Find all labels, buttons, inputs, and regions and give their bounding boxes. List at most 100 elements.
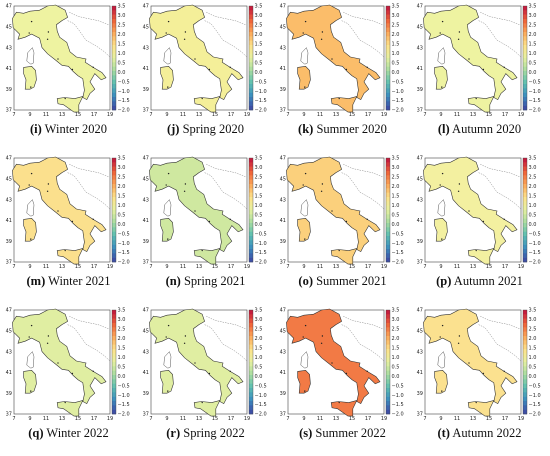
colorbar-tick-label: −0.5 (118, 231, 130, 237)
colorbar-tick-label: −1.5 (392, 402, 404, 408)
colorbar-segment (249, 62, 253, 67)
colorbar-segment (112, 375, 116, 380)
panel-caption: (o) Summer 2021 (274, 274, 411, 289)
city-marker (229, 66, 231, 69)
x-tick-label: 15 (212, 416, 218, 422)
colorbar-tick-label: 2.0 (255, 336, 263, 342)
colorbar-segment (386, 62, 390, 67)
colorbar-segment (386, 201, 390, 206)
colorbar-segment (386, 318, 390, 324)
panel-label: (o) (298, 274, 313, 288)
colorbar-tick-label: 3.5 (118, 156, 126, 162)
y-tick-label: 41 (6, 66, 12, 72)
colorbar-tick-label: −1.0 (118, 393, 130, 399)
colorbar-segment (523, 58, 527, 63)
city-marker (458, 183, 461, 185)
map-plot: 7 9 11 13 15 17 19 47 45 43 41 39 37 3.5 3.0 2.5 2.0 1.5 1… (280, 156, 404, 270)
city-marker (64, 97, 66, 100)
colorbar-tick-label: 2.0 (392, 184, 400, 190)
colorbar-tick-label: 2.0 (529, 336, 537, 342)
colorbar-tick-label: 2.0 (392, 336, 400, 342)
colorbar-segment (386, 162, 390, 167)
colorbar-segment (112, 231, 116, 237)
colorbar-segment (249, 192, 253, 198)
colorbar-segment (249, 188, 253, 193)
border-line (67, 20, 111, 58)
colorbar-segment (523, 244, 527, 250)
colorbar-segment (523, 383, 527, 389)
colorbar-tick-label: −1.5 (255, 402, 267, 408)
x-tick-label: 11 (180, 112, 186, 118)
italy-mainland-region (423, 156, 518, 253)
colorbar-segment (112, 36, 116, 41)
colorbar-tick-label: 3.5 (255, 308, 263, 314)
x-tick-label: 19 (107, 416, 113, 422)
city-marker (208, 372, 211, 375)
city-marker (302, 336, 304, 338)
colorbar-tick-label: 1.0 (118, 355, 126, 361)
colorbar-segment (386, 249, 390, 254)
italy-mainland-region (286, 308, 381, 405)
city-marker (167, 172, 170, 175)
colorbar-segment (249, 175, 253, 180)
x-tick-label: 15 (349, 264, 355, 270)
colorbar-tick-label: 2.5 (529, 327, 537, 333)
colorbar-segment (249, 45, 253, 50)
corsica-outline (26, 47, 35, 65)
colorbar-segment (386, 53, 390, 59)
colorbar-tick-label: −0.5 (392, 231, 404, 237)
colorbar-segment (386, 349, 390, 354)
colorbar-segment (386, 105, 390, 111)
colorbar-tick-label: −1.0 (118, 241, 130, 247)
colorbar-segment (112, 6, 116, 11)
corsica-outline (26, 351, 35, 369)
colorbar-segment (386, 388, 390, 393)
colorbar-segment (249, 318, 253, 324)
colorbar-segment (523, 205, 527, 211)
border-line (480, 315, 520, 329)
colorbar-tick-label: 3.5 (529, 156, 537, 162)
colorbar-segment (249, 405, 253, 410)
colorbar-segment (386, 58, 390, 63)
colorbar-segment (249, 340, 253, 345)
city-marker (46, 342, 49, 344)
colorbar-tick-label: 3.0 (118, 13, 126, 19)
colorbar-segment (523, 353, 527, 358)
colorbar-segment (249, 27, 253, 33)
border-line (343, 163, 383, 177)
city-marker (28, 184, 30, 186)
colorbar-tick-label: 1.0 (529, 203, 537, 209)
y-tick-label: 47 (417, 308, 423, 314)
city-marker (468, 362, 470, 364)
panel-label: (s) (299, 426, 313, 440)
colorbar-segment (112, 327, 116, 332)
colorbar-segment (112, 314, 116, 319)
colorbar-segment (523, 396, 527, 402)
city-marker (331, 362, 333, 364)
sicily-region (330, 400, 358, 417)
colorbar-segment (386, 49, 390, 54)
city-marker (320, 190, 323, 192)
colorbar-tick-label: −1.5 (118, 402, 130, 408)
sicily-region (56, 248, 84, 265)
colorbar-segment (386, 175, 390, 180)
y-tick-label: 41 (280, 370, 286, 376)
colorbar-segment (249, 357, 253, 363)
colorbar-segment (386, 184, 390, 189)
colorbar-frame (385, 5, 391, 111)
city-marker (167, 238, 169, 240)
colorbar-segment (523, 257, 527, 263)
x-tick-label: 9 (302, 112, 305, 118)
colorbar-tick-label: 0.5 (255, 60, 263, 66)
colorbar-segment (386, 101, 390, 106)
y-tick-label: 43 (280, 349, 286, 355)
city-marker (457, 38, 460, 40)
colorbar-tick-label: 0.5 (255, 212, 263, 218)
colorbar-segment (523, 331, 527, 337)
y-tick-label: 37 (143, 260, 149, 266)
colorbar-segment (523, 19, 527, 24)
city-marker (439, 32, 441, 34)
y-tick-label: 39 (143, 87, 149, 93)
colorbar-segment (386, 205, 390, 211)
colorbar-segment (523, 210, 527, 215)
